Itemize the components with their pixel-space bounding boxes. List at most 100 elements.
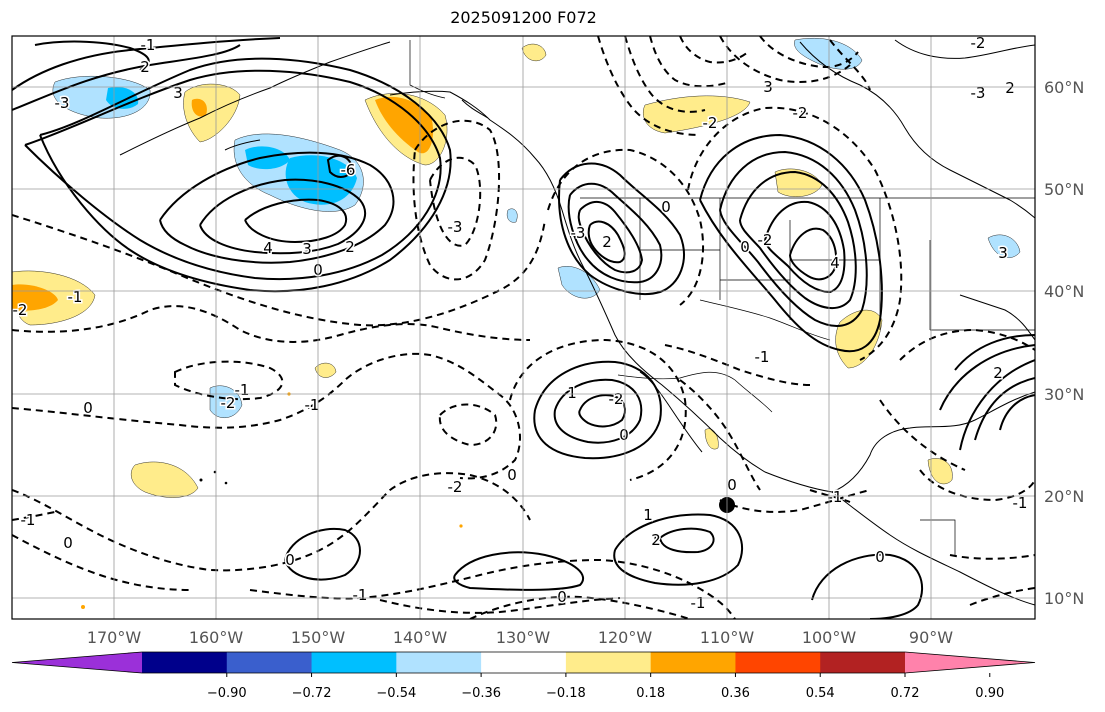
colorbar-tick-label: −0.72 [292,686,332,701]
contour-label: 4 [830,254,840,272]
contour-label: -2 [971,34,986,52]
yellow-patch-canada [643,95,751,134]
blue-core-west-aleutian [245,146,290,170]
lon-label: 110°W [700,628,755,647]
lat-label: 10°N [1044,589,1084,608]
lat-label: 40°N [1044,282,1084,301]
contour-label: -1 [353,586,368,604]
contour-label: 0 [557,588,567,606]
blue-patch-california [557,266,601,299]
map-title: 2025091200 F072 [450,8,597,27]
colorbar-segment [735,652,821,673]
lon-label: 130°W [496,628,551,647]
contour-label: -2 [758,231,773,249]
lon-label: 150°W [291,628,346,647]
graticule [12,36,1035,619]
colorbar-tick-label: −0.90 [207,686,247,701]
contour-label: 2 [602,233,612,251]
contour-label: -2 [13,301,28,319]
contour-label: -2 [793,104,808,122]
blue-patch-bc [506,208,518,223]
contour-label: 0 [83,399,93,417]
contour-label: -6 [341,161,356,179]
longitude-labels: 170°W 160°W 150°W 140°W 130°W 120°W 110°… [87,628,953,647]
contour-label: -3 [571,224,586,242]
contour-label: -1 [828,488,843,506]
contour-label: 2 [345,238,355,256]
colorbar-segment [311,652,397,673]
colorbar-tick-label: −0.54 [376,686,416,701]
contour-label: 3 [302,240,312,258]
yellow-patch-hawaii [130,461,199,498]
lon-label: 140°W [393,628,448,647]
lon-label: 160°W [189,628,244,647]
lon-label: 120°W [598,628,653,647]
contour-label: 1 [567,384,577,402]
contour-label: 2 [993,364,1003,382]
blue-patch-great-lakes [987,234,1021,258]
colorbar-outline [11,651,1036,674]
map-frame [11,35,1036,620]
contour-label: -2 [703,114,718,132]
contour-label: 2 [1005,79,1015,97]
colorbar-tick-label: 0.18 [636,686,665,701]
colorbar-tick-label: 0.36 [721,686,750,701]
yellow-patch-alaska [183,83,241,143]
lat-label: 60°N [1044,78,1084,97]
colorbar-segment [565,652,652,673]
orange-core-alaska [191,98,207,117]
colorbar-tick-label: −0.36 [461,686,501,701]
colorbar-segment [142,652,228,673]
contour-label-layer: -3 3 2 -1 -3 -6 4 3 2 -2 -1 -3 2 0 -1 -2… [12,34,1029,614]
lat-label: 50°N [1044,180,1084,199]
contour-label: -3 [971,84,986,102]
lat-label: 30°N [1044,385,1084,404]
contour-label: -3 [55,94,70,112]
contour-label: -1 [235,381,250,399]
blue-core-aleutian [285,155,357,205]
lon-label: 100°W [802,628,857,647]
colorbar-segment [481,652,567,673]
coastline-layer [119,39,1035,606]
lat-label: 20°N [1044,487,1084,506]
contour-label: -1 [755,348,770,366]
contour-label: 0 [740,238,750,256]
colorbar-tick-label: 0.54 [806,686,835,701]
contour-label: 0 [507,466,517,484]
contour-label: -2 [448,478,463,496]
contour-label: 0 [661,198,671,216]
contour-label: 0 [875,548,885,566]
contour-label: 2 [651,531,661,549]
contour-label: -1 [305,396,320,414]
contour-label: -1 [1013,494,1028,512]
contour-label: -1 [68,288,83,306]
contour-label: 0 [727,476,737,494]
contour-label: 0 [619,426,629,444]
lon-label: 170°W [87,628,142,647]
contour-label: -2 [221,394,236,412]
colorbar-segment [650,652,736,673]
colorbar-tick-label: 0.90 [975,686,1004,701]
colorbar-extend-min [12,652,142,673]
colorbar: −0.90 −0.72 −0.54 −0.36 −0.18 0.18 0.36 0.54 0.7… [11,651,1036,701]
colorbar-segment [820,652,906,673]
contour-label: 0 [285,551,295,569]
contour-label: -1 [141,36,156,54]
colorbar-segment [396,652,482,673]
contour-label: 3 [998,244,1008,262]
contour-label: 2 [140,58,150,76]
contour-label: -3 [448,218,463,236]
contour-label: -1 [305,396,320,414]
contour-label: -1 [21,511,36,529]
colorbar-tick-label: 0.72 [891,686,920,701]
yellow-patch-gulf-mexico [927,458,953,484]
colorbar-tick-label: −0.18 [546,686,586,701]
yellow-patch-subtropic [314,362,337,378]
colorbar-segment [226,652,313,673]
contour-label: 1 [643,506,653,524]
yellow-patch-yukon [521,43,547,62]
contour-label: 1 [650,531,660,549]
latitude-labels: 60°N 50°N 40°N 30°N 20°N 10°N [1044,78,1084,608]
contour-label: 4 [263,239,273,257]
